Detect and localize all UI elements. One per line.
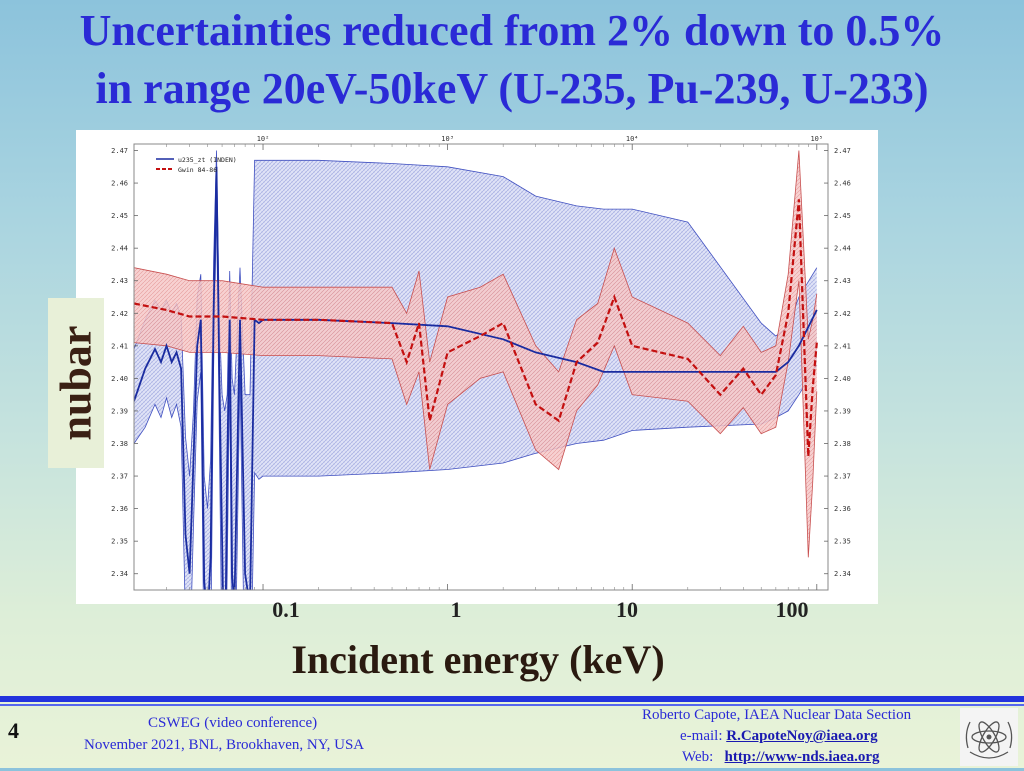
y-tick-label-left: 2.45 — [111, 212, 128, 220]
email-row: e-mail: R.CapoteNoy@iaea.org — [680, 728, 878, 745]
series-line-1 — [134, 166, 818, 590]
conference-line2: November 2021, BNL, Brookhaven, NY, USA — [84, 737, 365, 753]
y-tick-label-right: 2.34 — [834, 570, 851, 578]
x-tick-label-top: 10³ — [441, 135, 454, 143]
y-tick-label-right: 2.45 — [834, 212, 851, 220]
legend: u235_zt (INDEN) Gwin 84-86 — [156, 156, 237, 174]
y-tick-label-left: 2.43 — [111, 277, 128, 285]
iaea-logo — [960, 708, 1018, 766]
y-tick-label-right: 2.41 — [834, 342, 851, 350]
slide-number: 4 — [8, 718, 19, 743]
email-label: e-mail: — [680, 728, 723, 744]
y-tick-label-right: 2.43 — [834, 277, 851, 285]
web-label: Web: — [682, 749, 714, 765]
band-upper-edge-1 — [134, 150, 818, 509]
y-tick-label-right: 2.44 — [834, 245, 851, 253]
footer-divider-thin — [0, 704, 1024, 706]
x-tick-label-top: 10⁴ — [626, 135, 639, 143]
y-tick-label-left: 2.41 — [111, 342, 128, 350]
email-link[interactable]: R.CapoteNoy@iaea.org — [726, 728, 878, 744]
x-tick-label-top: 10² — [257, 135, 270, 143]
y-tick-label-right: 2.46 — [834, 180, 851, 188]
chart: 2.34 2.34 2.35 2.35 2.36 2.36 2.37 2.37 2.38 2.38… — [111, 135, 851, 591]
slide-title-line2: in range 20eV-50keV (U-235, Pu-239, U-23… — [95, 64, 929, 113]
y-tick-label-right: 2.37 — [834, 473, 851, 481]
y-tick-label-left: 2.34 — [111, 570, 128, 578]
x-axis-label: Incident energy (keV) — [291, 637, 665, 682]
atom-icon — [965, 721, 1013, 759]
y-tick-label-left: 2.46 — [111, 180, 128, 188]
author-line: Roberto Capote, IAEA Nuclear Data Sectio… — [642, 707, 912, 723]
conference-line1: CSWEG (video conference) — [148, 715, 318, 731]
y-tick-label-right: 2.36 — [834, 505, 851, 513]
x-tick-label: 1 — [450, 597, 462, 622]
y-tick-label-left: 2.39 — [111, 407, 128, 415]
y-tick-label-right: 2.47 — [834, 147, 851, 155]
legend-entry-series1: u235_zt (INDEN) — [178, 156, 237, 164]
y-tick-label-right: 2.38 — [834, 440, 851, 448]
y-axis-label: nubar — [51, 325, 101, 441]
legend-entry-series2: Gwin 84-86 — [178, 166, 217, 174]
x-tick-label: 0.1 — [272, 597, 300, 622]
y-tick-label-left: 2.44 — [111, 245, 128, 253]
y-tick-label-left: 2.42 — [111, 310, 128, 318]
uncertainty-band-2 — [134, 150, 817, 558]
web-link[interactable]: http://www-nds.iaea.org — [724, 749, 880, 765]
plot-frame — [133, 143, 829, 591]
y-tick-label-left: 2.40 — [111, 375, 128, 383]
series-line-2 — [134, 199, 818, 457]
y-tick-label-left: 2.47 — [111, 147, 128, 155]
slide-title-line1: Uncertainties reduced from 2% down to 0.… — [79, 6, 945, 55]
y-tick-label-right: 2.42 — [834, 310, 851, 318]
y-tick-label-right: 2.39 — [834, 407, 851, 415]
band-lower-edge-2 — [134, 280, 818, 558]
band-upper-edge-2 — [134, 150, 818, 373]
y-tick-label-left: 2.36 — [111, 505, 128, 513]
plot-panel: 2.34 2.34 2.35 2.35 2.36 2.36 2.37 2.37 2.38 2.38… — [76, 130, 878, 604]
footer-divider — [0, 696, 1024, 702]
x-tick-label-top: 10⁵ — [810, 135, 823, 143]
web-row: Web: http://www-nds.iaea.org — [682, 749, 880, 766]
y-tick-label-left: 2.37 — [111, 473, 128, 481]
y-axis-label-box: nubar — [48, 298, 104, 468]
y-tick-label-left: 2.35 — [111, 538, 128, 546]
x-tick-label: 100 — [775, 597, 809, 622]
x-tick-label: 10 — [616, 597, 638, 622]
y-tick-label-right: 2.35 — [834, 538, 851, 546]
y-tick-label-right: 2.40 — [834, 375, 851, 383]
y-tick-label-left: 2.38 — [111, 440, 128, 448]
